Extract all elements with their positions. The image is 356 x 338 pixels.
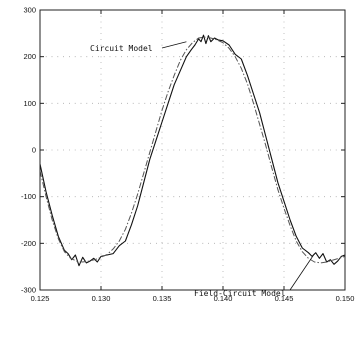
grid bbox=[40, 10, 345, 290]
x-tick-label: 0.125 bbox=[31, 294, 50, 303]
plot-frame bbox=[39, 9, 346, 291]
y-tick-label: 200 bbox=[23, 52, 36, 61]
annotation-label: Field-Circuit Model bbox=[194, 289, 286, 298]
annotation-leader bbox=[289, 253, 315, 291]
annotation-label: Circuit Model bbox=[90, 44, 153, 53]
y-tick-label: 300 bbox=[23, 6, 36, 15]
axis-ticks: 0.125 0.130 0.135 0.140 0.145 0.150 300 200 100 0… bbox=[21, 6, 354, 304]
series-line-circuit-model bbox=[39, 34, 346, 267]
series-line-field-circuit-model bbox=[39, 36, 346, 264]
x-tick-label: 0.135 bbox=[153, 294, 172, 303]
y-tick-label: 100 bbox=[23, 99, 36, 108]
y-tick-label: -300 bbox=[21, 286, 36, 295]
y-tick-label: -100 bbox=[21, 192, 36, 201]
annotations: Circuit Model Field-Circuit Model bbox=[90, 41, 315, 298]
x-tick-label: 0.145 bbox=[275, 294, 294, 303]
y-tick-label: -200 bbox=[21, 239, 36, 248]
annotation-leader bbox=[161, 41, 187, 49]
series-group bbox=[39, 34, 346, 267]
x-tick-label: 0.130 bbox=[92, 294, 111, 303]
x-tick-label: 0.150 bbox=[336, 294, 355, 303]
x-tick-label: 0.140 bbox=[214, 294, 233, 303]
y-tick-label: 0 bbox=[32, 146, 36, 155]
